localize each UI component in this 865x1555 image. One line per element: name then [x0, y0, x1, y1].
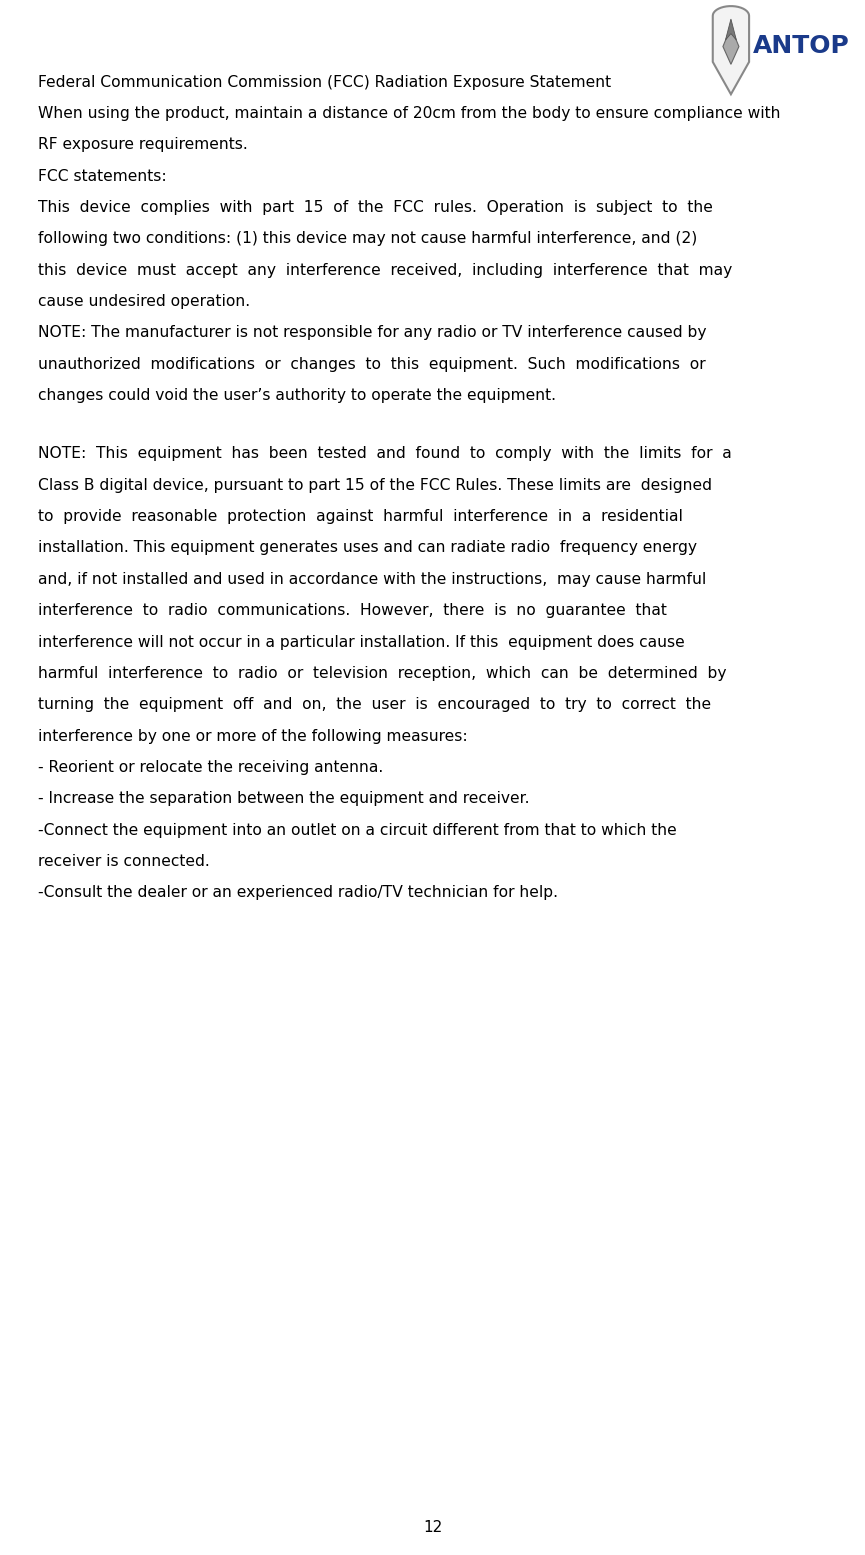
Text: -Connect the equipment into an outlet on a circuit different from that to which : -Connect the equipment into an outlet on… — [38, 823, 676, 838]
Text: installation. This equipment generates uses and can radiate radio  frequency ene: installation. This equipment generates u… — [38, 541, 697, 555]
Text: changes could void the user’s authority to operate the equipment.: changes could void the user’s authority … — [38, 389, 556, 403]
Text: ANTOP: ANTOP — [753, 34, 849, 58]
Polygon shape — [723, 26, 739, 64]
Text: interference will not occur in a particular installation. If this  equipment doe: interference will not occur in a particu… — [38, 634, 685, 650]
Text: This  device  complies  with  part  15  of  the  FCC  rules.  Operation  is  sub: This device complies with part 15 of the… — [38, 201, 713, 215]
Text: following two conditions: (1) this device may not cause harmful interference, an: following two conditions: (1) this devic… — [38, 232, 697, 246]
Text: When using the product, maintain a distance of 20cm from the body to ensure comp: When using the product, maintain a dista… — [38, 106, 780, 121]
Text: -Consult the dealer or an experienced radio/TV technician for help.: -Consult the dealer or an experienced ra… — [38, 885, 558, 900]
Text: unauthorized  modifications  or  changes  to  this  equipment.  Such  modificati: unauthorized modifications or changes to… — [38, 356, 706, 372]
Text: NOTE: The manufacturer is not responsible for any radio or TV interference cause: NOTE: The manufacturer is not responsibl… — [38, 325, 707, 341]
Text: RF exposure requirements.: RF exposure requirements. — [38, 137, 247, 152]
Text: interference by one or more of the following measures:: interference by one or more of the follo… — [38, 729, 468, 743]
Text: - Reorient or relocate the receiving antenna.: - Reorient or relocate the receiving ant… — [38, 760, 383, 774]
Text: 12: 12 — [423, 1521, 442, 1535]
Text: - Increase the separation between the equipment and receiver.: - Increase the separation between the eq… — [38, 791, 529, 805]
Text: interference  to  radio  communications.  However,  there  is  no  guarantee  th: interference to radio communications. Ho… — [38, 603, 667, 619]
Polygon shape — [713, 6, 749, 95]
Text: and, if not installed and used in accordance with the instructions,  may cause h: and, if not installed and used in accord… — [38, 572, 707, 586]
Text: Class B digital device, pursuant to part 15 of the FCC Rules. These limits are  : Class B digital device, pursuant to part… — [38, 477, 712, 493]
Text: Federal Communication Commission (FCC) Radiation Exposure Statement: Federal Communication Commission (FCC) R… — [38, 75, 612, 90]
Text: cause undesired operation.: cause undesired operation. — [38, 294, 250, 309]
Text: harmful  interference  to  radio  or  television  reception,  which  can  be  de: harmful interference to radio or televis… — [38, 666, 727, 681]
Text: receiver is connected.: receiver is connected. — [38, 854, 210, 869]
Polygon shape — [726, 19, 736, 40]
Text: NOTE:  This  equipment  has  been  tested  and  found  to  comply  with  the  li: NOTE: This equipment has been tested and… — [38, 446, 732, 462]
Text: FCC statements:: FCC statements: — [38, 168, 167, 183]
Text: this  device  must  accept  any  interference  received,  including  interferenc: this device must accept any interference… — [38, 263, 733, 278]
Text: to  provide  reasonable  protection  against  harmful  interference  in  a  resi: to provide reasonable protection against… — [38, 508, 683, 524]
Text: turning  the  equipment  off  and  on,  the  user  is  encouraged  to  try  to  : turning the equipment off and on, the us… — [38, 697, 711, 712]
